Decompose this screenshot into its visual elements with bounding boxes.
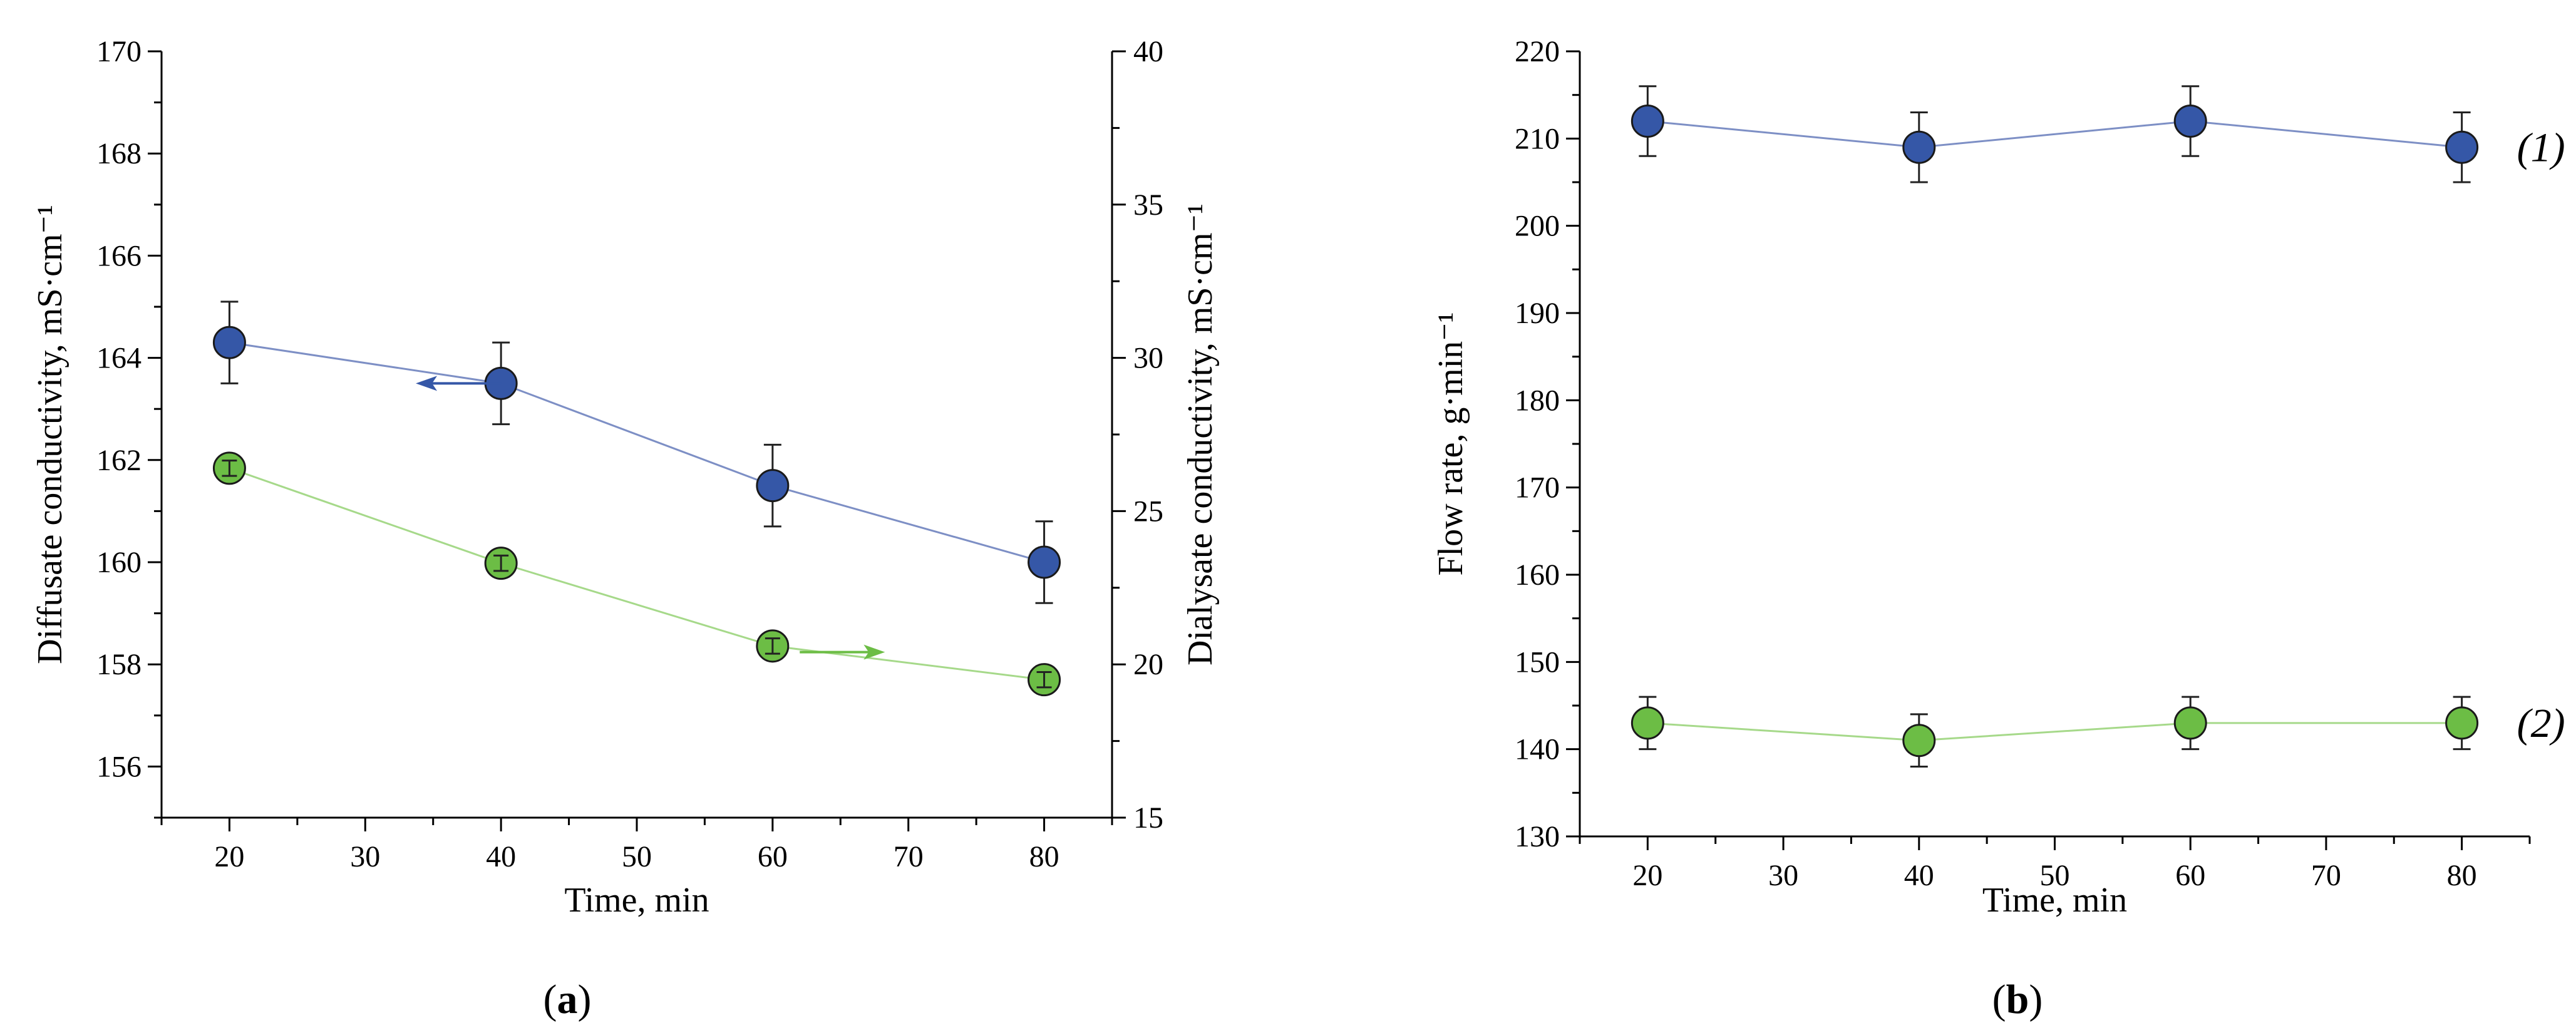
blue-series: (1) bbox=[1631, 85, 2565, 183]
axis-arrow bbox=[416, 376, 502, 391]
data-point bbox=[1902, 724, 1936, 758]
y-tick-label: 190 bbox=[1515, 297, 1560, 330]
green-series-line bbox=[1647, 722, 2462, 742]
y-tick-label: 170 bbox=[1515, 471, 1560, 505]
y-tick-label: 130 bbox=[1515, 820, 1560, 853]
y2-tick-label: 35 bbox=[1133, 188, 1163, 222]
x-tick-label: 60 bbox=[2175, 859, 2205, 892]
x-tick-label: 50 bbox=[622, 840, 652, 873]
x-tick-label: 80 bbox=[1029, 840, 1059, 873]
data-point bbox=[1028, 545, 1061, 579]
x-tick-label: 30 bbox=[1768, 859, 1798, 892]
blue-series bbox=[212, 301, 1061, 604]
y-axis-label: Diffusate conductivity, mS·cm⁻¹ bbox=[31, 205, 70, 664]
y2-tick-label: 20 bbox=[1133, 648, 1163, 681]
data-point bbox=[2173, 104, 2207, 138]
y2-tick-label: 30 bbox=[1133, 342, 1163, 375]
series-label: (1) bbox=[2517, 125, 2565, 170]
y-tick-label: 168 bbox=[96, 137, 142, 170]
y-tick-label: 170 bbox=[96, 35, 142, 68]
blue-series-line bbox=[229, 341, 1044, 563]
y-axis-label: Flow rate, g·min⁻¹ bbox=[1431, 312, 1470, 575]
y-tick-label: 166 bbox=[96, 239, 142, 272]
y-tick-label: 180 bbox=[1515, 384, 1560, 417]
data-point bbox=[2445, 706, 2479, 740]
data-point bbox=[756, 469, 790, 503]
chart-a: 20 30 40 50 60 70 80 156 158 160 162 164 166 168 170 15… bbox=[31, 35, 1220, 1022]
data-point bbox=[2445, 130, 2479, 164]
x-tick-label: 70 bbox=[894, 840, 924, 873]
x-axis-label: Time, min bbox=[1982, 881, 2127, 920]
axis-arrow bbox=[800, 644, 885, 660]
axis-arrow-head bbox=[416, 376, 438, 391]
chart-b: 20 30 40 50 60 70 80 130 140 150 160 170 180 190 200 21… bbox=[1431, 35, 2565, 1022]
y2-tick-label: 25 bbox=[1133, 495, 1163, 528]
data-point bbox=[2173, 706, 2207, 740]
y-tick-label: 140 bbox=[1515, 733, 1560, 766]
y2-tick-label: 15 bbox=[1133, 801, 1163, 835]
y-tick-label: 160 bbox=[1515, 558, 1560, 592]
y-tick-label: 158 bbox=[96, 648, 142, 681]
x-tick-label: 60 bbox=[758, 840, 788, 873]
y-tick-label: 164 bbox=[96, 342, 142, 375]
panel-label: (a) bbox=[544, 977, 592, 1022]
x-tick-label: 20 bbox=[1632, 859, 1662, 892]
y-tick-label: 220 bbox=[1515, 35, 1560, 68]
x-tick-label: 20 bbox=[214, 840, 244, 873]
y-tick-label: 156 bbox=[96, 750, 142, 783]
panel-label: (b) bbox=[1992, 977, 2043, 1022]
x-tick-label: 40 bbox=[486, 840, 516, 873]
x-tick-label: 50 bbox=[2040, 859, 2070, 892]
x-tick-label: 30 bbox=[350, 840, 380, 873]
data-point bbox=[1631, 104, 1664, 138]
green-series bbox=[212, 451, 1061, 697]
y2-axis-label: Dialysate conductivity, mS·cm⁻¹ bbox=[1181, 203, 1220, 666]
x-tick-label: 70 bbox=[2311, 859, 2341, 892]
series-label: (2) bbox=[2517, 701, 2565, 746]
x-tick-label: 40 bbox=[1904, 859, 1934, 892]
y-tick-label: 200 bbox=[1515, 210, 1560, 243]
green-series-line bbox=[229, 467, 1044, 681]
y-tick-label: 210 bbox=[1515, 122, 1560, 155]
data-point bbox=[1631, 706, 1664, 740]
x-axis-label: Time, min bbox=[564, 881, 709, 920]
x-tick-label: 80 bbox=[2447, 859, 2477, 892]
data-point bbox=[1902, 130, 1936, 164]
y-tick-label: 150 bbox=[1515, 645, 1560, 679]
blue-series-line bbox=[1647, 120, 2462, 148]
green-series: (2) bbox=[1631, 696, 2565, 768]
y-tick-label: 162 bbox=[96, 444, 142, 477]
axis-arrow-head bbox=[863, 644, 885, 660]
y2-tick-label: 40 bbox=[1133, 35, 1163, 68]
data-point bbox=[212, 326, 246, 359]
y-tick-label: 160 bbox=[96, 546, 142, 579]
